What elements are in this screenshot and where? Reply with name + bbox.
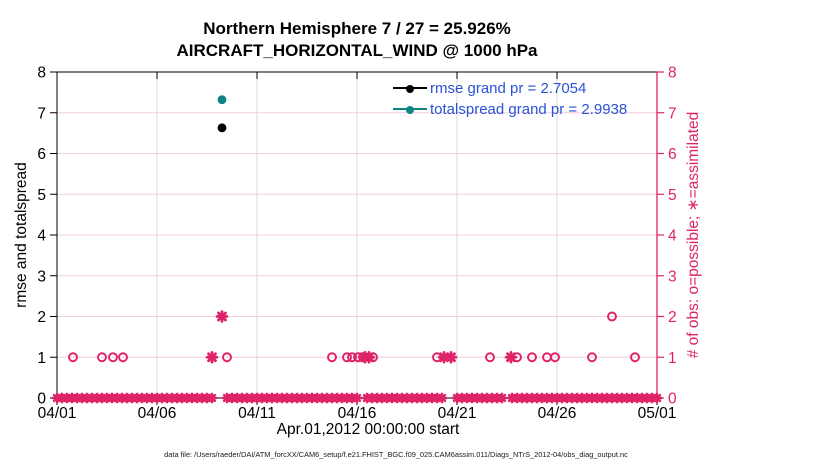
right-tick-label: 7	[668, 105, 677, 122]
obs-assimilated-marker	[437, 350, 451, 364]
left-tick-label: 2	[37, 309, 46, 326]
right-tick-label: 8	[668, 65, 677, 82]
data-file-footer: data file: /Users/raeder/DAI/ATM_forcXX/…	[164, 450, 628, 459]
x-tick-label: 04/21	[438, 405, 477, 422]
left-tick-label: 8	[37, 65, 46, 82]
rmse-point	[217, 123, 227, 133]
obs-possible-marker	[550, 352, 560, 363]
obs-possible-marker	[327, 352, 337, 363]
obs-assimilated-marker	[205, 350, 219, 364]
legend-item-rmse: rmse grand pr = 2.7054	[393, 78, 627, 99]
right-tick-label: 0	[668, 391, 677, 408]
obs-assimilated-band-marker	[496, 392, 508, 404]
x-tick-label: 04/06	[138, 405, 177, 422]
obs-assimilated-band-marker	[651, 392, 663, 404]
obs-assimilated-band-marker	[206, 392, 218, 404]
rmse-legend-label: rmse grand pr = 2.7054	[430, 80, 587, 97]
x-tick-label: 04/11	[238, 405, 276, 422]
obs-possible-marker	[607, 311, 617, 322]
right-tick-label: 1	[668, 350, 677, 367]
totalspread-point	[217, 95, 227, 105]
obs-assimilated-marker	[215, 310, 229, 323]
left-tick-label: 0	[37, 391, 46, 408]
legend: rmse grand pr = 2.7054 totalspread grand…	[393, 78, 627, 120]
right-tick-label: 2	[668, 309, 677, 326]
right-tick-label: 5	[668, 187, 677, 204]
right-tick-label: 3	[668, 268, 677, 285]
left-tick-label: 6	[37, 146, 46, 163]
obs-possible-marker	[108, 352, 118, 363]
obs-assimilated-marker	[504, 350, 518, 364]
obs-possible-marker	[342, 352, 352, 363]
obs-possible-marker	[485, 352, 495, 363]
obs-possible-marker	[97, 352, 107, 363]
obs-possible-marker	[527, 352, 537, 363]
x-tick-label: 04/16	[338, 405, 377, 422]
left-tick-label: 5	[37, 187, 46, 204]
obs-assimilated-band-marker	[436, 392, 448, 404]
obs-assimilated-marker	[444, 350, 458, 364]
right-tick-label: 4	[668, 228, 677, 245]
left-tick-label: 1	[37, 350, 46, 367]
obs-possible-marker	[222, 352, 232, 363]
x-tick-label: 04/26	[538, 405, 577, 422]
totalspread-legend-label: totalspread grand pr = 2.9938	[430, 101, 628, 118]
left-tick-label: 3	[37, 268, 46, 285]
x-axis-label: Apr.01,2012 00:00:00 start	[276, 421, 460, 438]
x-tick-label: 05/01	[638, 405, 677, 422]
obs-assimilated-marker	[362, 350, 376, 364]
obs-assimilated-band-marker	[351, 392, 363, 404]
left-tick-label: 4	[37, 228, 46, 245]
right-tick-label: 6	[668, 146, 677, 163]
chart-title: Northern Hemisphere 7 / 27 = 25.926%	[203, 19, 511, 38]
left-tick-label: 7	[37, 105, 46, 122]
legend-item-totalspread: totalspread grand pr = 2.9938	[393, 99, 627, 120]
obs-possible-marker	[630, 352, 640, 363]
chart-subtitle: AIRCRAFT_HORIZONTAL_WIND @ 1000 hPa	[176, 41, 538, 60]
obs-possible-marker	[68, 352, 78, 363]
x-tick-label: 04/01	[38, 405, 77, 422]
obs-possible-marker	[118, 352, 128, 363]
totalspread-legend-marker	[393, 99, 427, 120]
obs-possible-marker	[587, 352, 597, 363]
obs-possible-marker	[347, 352, 357, 363]
rmse-legend-marker	[393, 78, 427, 99]
